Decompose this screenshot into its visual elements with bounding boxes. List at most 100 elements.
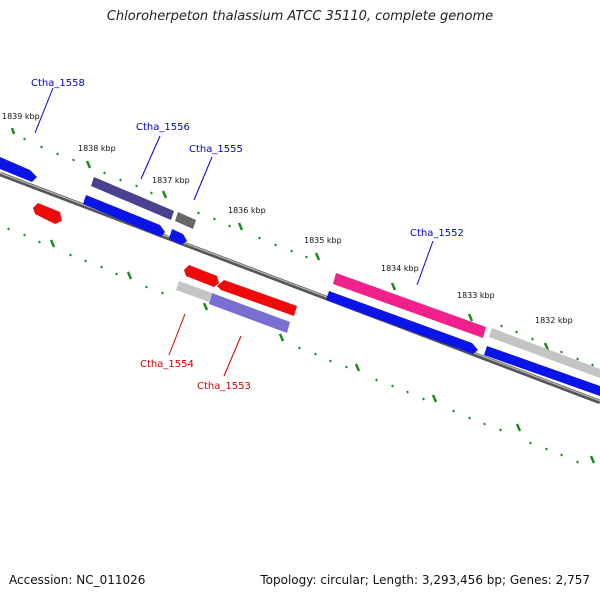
tick <box>40 145 43 149</box>
kbp-label-1834: 1834 kbp <box>381 264 419 273</box>
label-ctha-1558[interactable]: Ctha_1558 <box>31 78 85 89</box>
gene-ctha-1555[interactable] <box>175 212 196 229</box>
tick <box>38 240 41 244</box>
tick <box>278 333 285 342</box>
callout-ctha-1554 <box>168 313 186 356</box>
tick <box>406 390 409 394</box>
tick <box>576 357 579 361</box>
tick <box>499 428 502 432</box>
gene-ctha-1551[interactable] <box>326 291 478 354</box>
tick <box>7 227 10 231</box>
tick <box>329 359 332 363</box>
gene-ctha-1550[interactable] <box>484 346 600 396</box>
tick <box>258 236 261 240</box>
outer-tick-track <box>10 127 594 367</box>
tick <box>85 160 92 169</box>
tick <box>69 253 72 257</box>
tick <box>23 233 26 237</box>
callout-ctha-1558 <box>34 87 54 134</box>
accession-text: Accession: NC_011026 <box>9 573 146 587</box>
tick <box>237 222 244 231</box>
callout-ctha-1552 <box>416 240 434 286</box>
forward-genes <box>0 157 600 396</box>
tick <box>591 363 594 367</box>
tick <box>23 137 26 141</box>
tick <box>560 453 563 457</box>
genome-backbone <box>0 171 600 405</box>
tick <box>228 224 231 228</box>
tick <box>274 243 277 247</box>
tick <box>345 365 348 369</box>
tick <box>529 441 532 445</box>
map-title: Chloroherpeton thalassium ATCC 35110, co… <box>106 9 494 24</box>
gene-ctha-1554-red[interactable] <box>217 280 297 316</box>
tick <box>391 384 394 388</box>
tick <box>56 152 59 156</box>
kbp-label-1832: 1832 kbp <box>535 316 573 325</box>
tick <box>543 342 550 351</box>
inner-tick-track <box>7 227 596 464</box>
tick <box>375 378 378 382</box>
tick <box>135 184 138 188</box>
tick <box>298 346 301 350</box>
tick <box>119 178 122 182</box>
tick <box>150 191 153 195</box>
kbp-label-1836: 1836 kbp <box>228 206 266 215</box>
gene-ctha-1552[interactable] <box>333 273 486 338</box>
label-ctha-1553[interactable]: Ctha_1553 <box>197 381 251 392</box>
kbp-label-1833: 1833 kbp <box>457 291 495 300</box>
callout-ctha-1556 <box>140 135 161 180</box>
label-ctha-1555[interactable]: Ctha_1555 <box>189 144 243 155</box>
tick <box>314 352 317 356</box>
gene-ctha-1553[interactable] <box>209 293 290 333</box>
tick <box>202 302 209 311</box>
tick <box>84 259 87 263</box>
tick <box>100 265 103 269</box>
gene-ctha-1556-block[interactable] <box>91 177 174 220</box>
gene-ctha-1554[interactable] <box>176 281 212 302</box>
tick <box>161 190 168 199</box>
tick <box>422 397 425 401</box>
tick <box>589 455 596 464</box>
tick <box>431 394 438 403</box>
tick <box>468 416 471 420</box>
kbp-label-1838: 1838 kbp <box>78 144 116 153</box>
tick <box>126 271 133 280</box>
tick <box>115 272 118 276</box>
tick <box>354 363 361 372</box>
tick <box>515 423 522 432</box>
gene-labels: Ctha_1558 Ctha_1556 Ctha_1555 Ctha_1552 … <box>31 78 464 392</box>
gene-ctha-1554-arrow[interactable] <box>184 265 219 287</box>
label-ctha-1556[interactable]: Ctha_1556 <box>136 122 190 133</box>
tick <box>314 252 321 261</box>
gene-ctha-1558[interactable] <box>0 157 37 182</box>
tick <box>576 460 579 464</box>
gene-ctha-1555-arrow[interactable] <box>169 229 187 245</box>
gene-ctha-1557[interactable] <box>83 195 165 237</box>
label-ctha-1552[interactable]: Ctha_1552 <box>410 228 464 239</box>
tick <box>197 211 200 215</box>
reverse-genes <box>33 203 297 333</box>
gene-ctha-1550-gray[interactable] <box>489 328 600 378</box>
tick <box>515 330 518 334</box>
kbp-label-1839: 1839 kbp <box>2 112 40 121</box>
tick <box>305 255 308 259</box>
tick <box>49 239 56 248</box>
label-ctha-1554[interactable]: Ctha_1554 <box>140 359 194 370</box>
tick <box>467 313 474 322</box>
tick <box>483 422 486 426</box>
kbp-label-1835: 1835 kbp <box>304 236 342 245</box>
tick <box>545 447 548 451</box>
tick <box>10 127 16 135</box>
tick <box>72 158 75 162</box>
tick <box>145 285 148 289</box>
callout-ctha-1555 <box>193 156 213 201</box>
kbp-labels: 1839 kbp 1838 kbp 1837 kbp 1836 kbp 1835… <box>2 112 573 325</box>
tick <box>560 350 563 354</box>
gene-ctha-1557-rev[interactable] <box>33 203 62 224</box>
topology-text: Topology: circular; Length: 3,293,456 bp… <box>260 573 590 587</box>
tick <box>161 291 164 295</box>
tick <box>500 324 503 328</box>
